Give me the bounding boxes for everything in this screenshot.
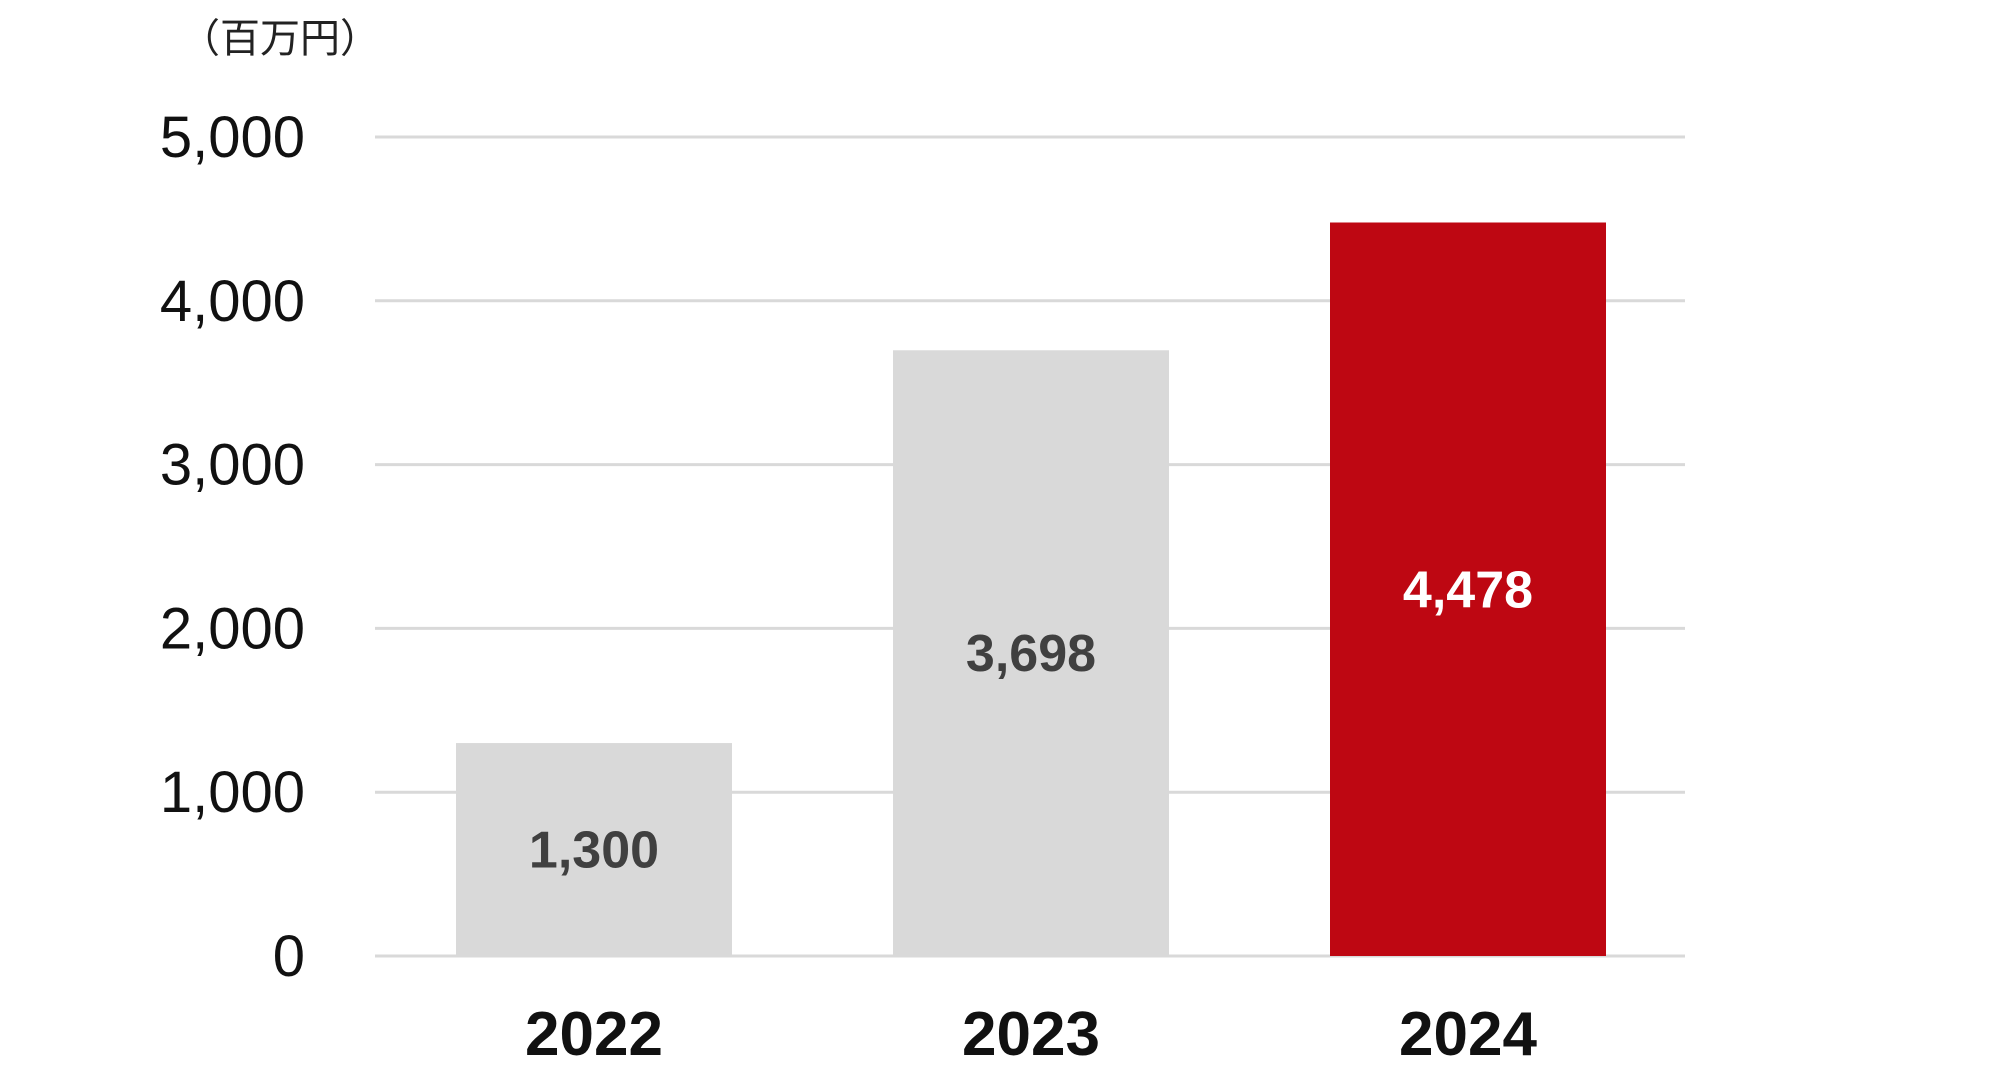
y-axis-ticks: 0 1,000 2,000 3,000 4,000 5,000 [160, 105, 305, 989]
data-label-2023: 3,698 [966, 625, 1096, 683]
y-tick-label: 0 [273, 924, 305, 989]
bar-2022 [456, 743, 732, 956]
unit-label: （百万円） [180, 16, 380, 62]
data-label-2022: 1,300 [529, 822, 659, 880]
x-axis-ticks: 2022 2023 2024 [525, 1000, 1537, 1069]
data-label-2024: 4,478 [1403, 561, 1533, 619]
x-tick-label-2023: 2023 [962, 1000, 1100, 1069]
y-tick-label: 1,000 [160, 760, 305, 825]
bar-2023 [893, 350, 1169, 957]
bar-2024 [1330, 222, 1606, 956]
y-tick-label: 5,000 [160, 105, 305, 170]
x-tick-label-2022: 2022 [525, 1000, 663, 1069]
y-tick-label: 4,000 [160, 269, 305, 334]
bars: 1,300 3,698 4,478 [456, 222, 1606, 957]
x-tick-label-2024: 2024 [1399, 1000, 1537, 1069]
y-tick-label: 2,000 [160, 596, 305, 661]
y-tick-label: 3,000 [160, 433, 305, 498]
